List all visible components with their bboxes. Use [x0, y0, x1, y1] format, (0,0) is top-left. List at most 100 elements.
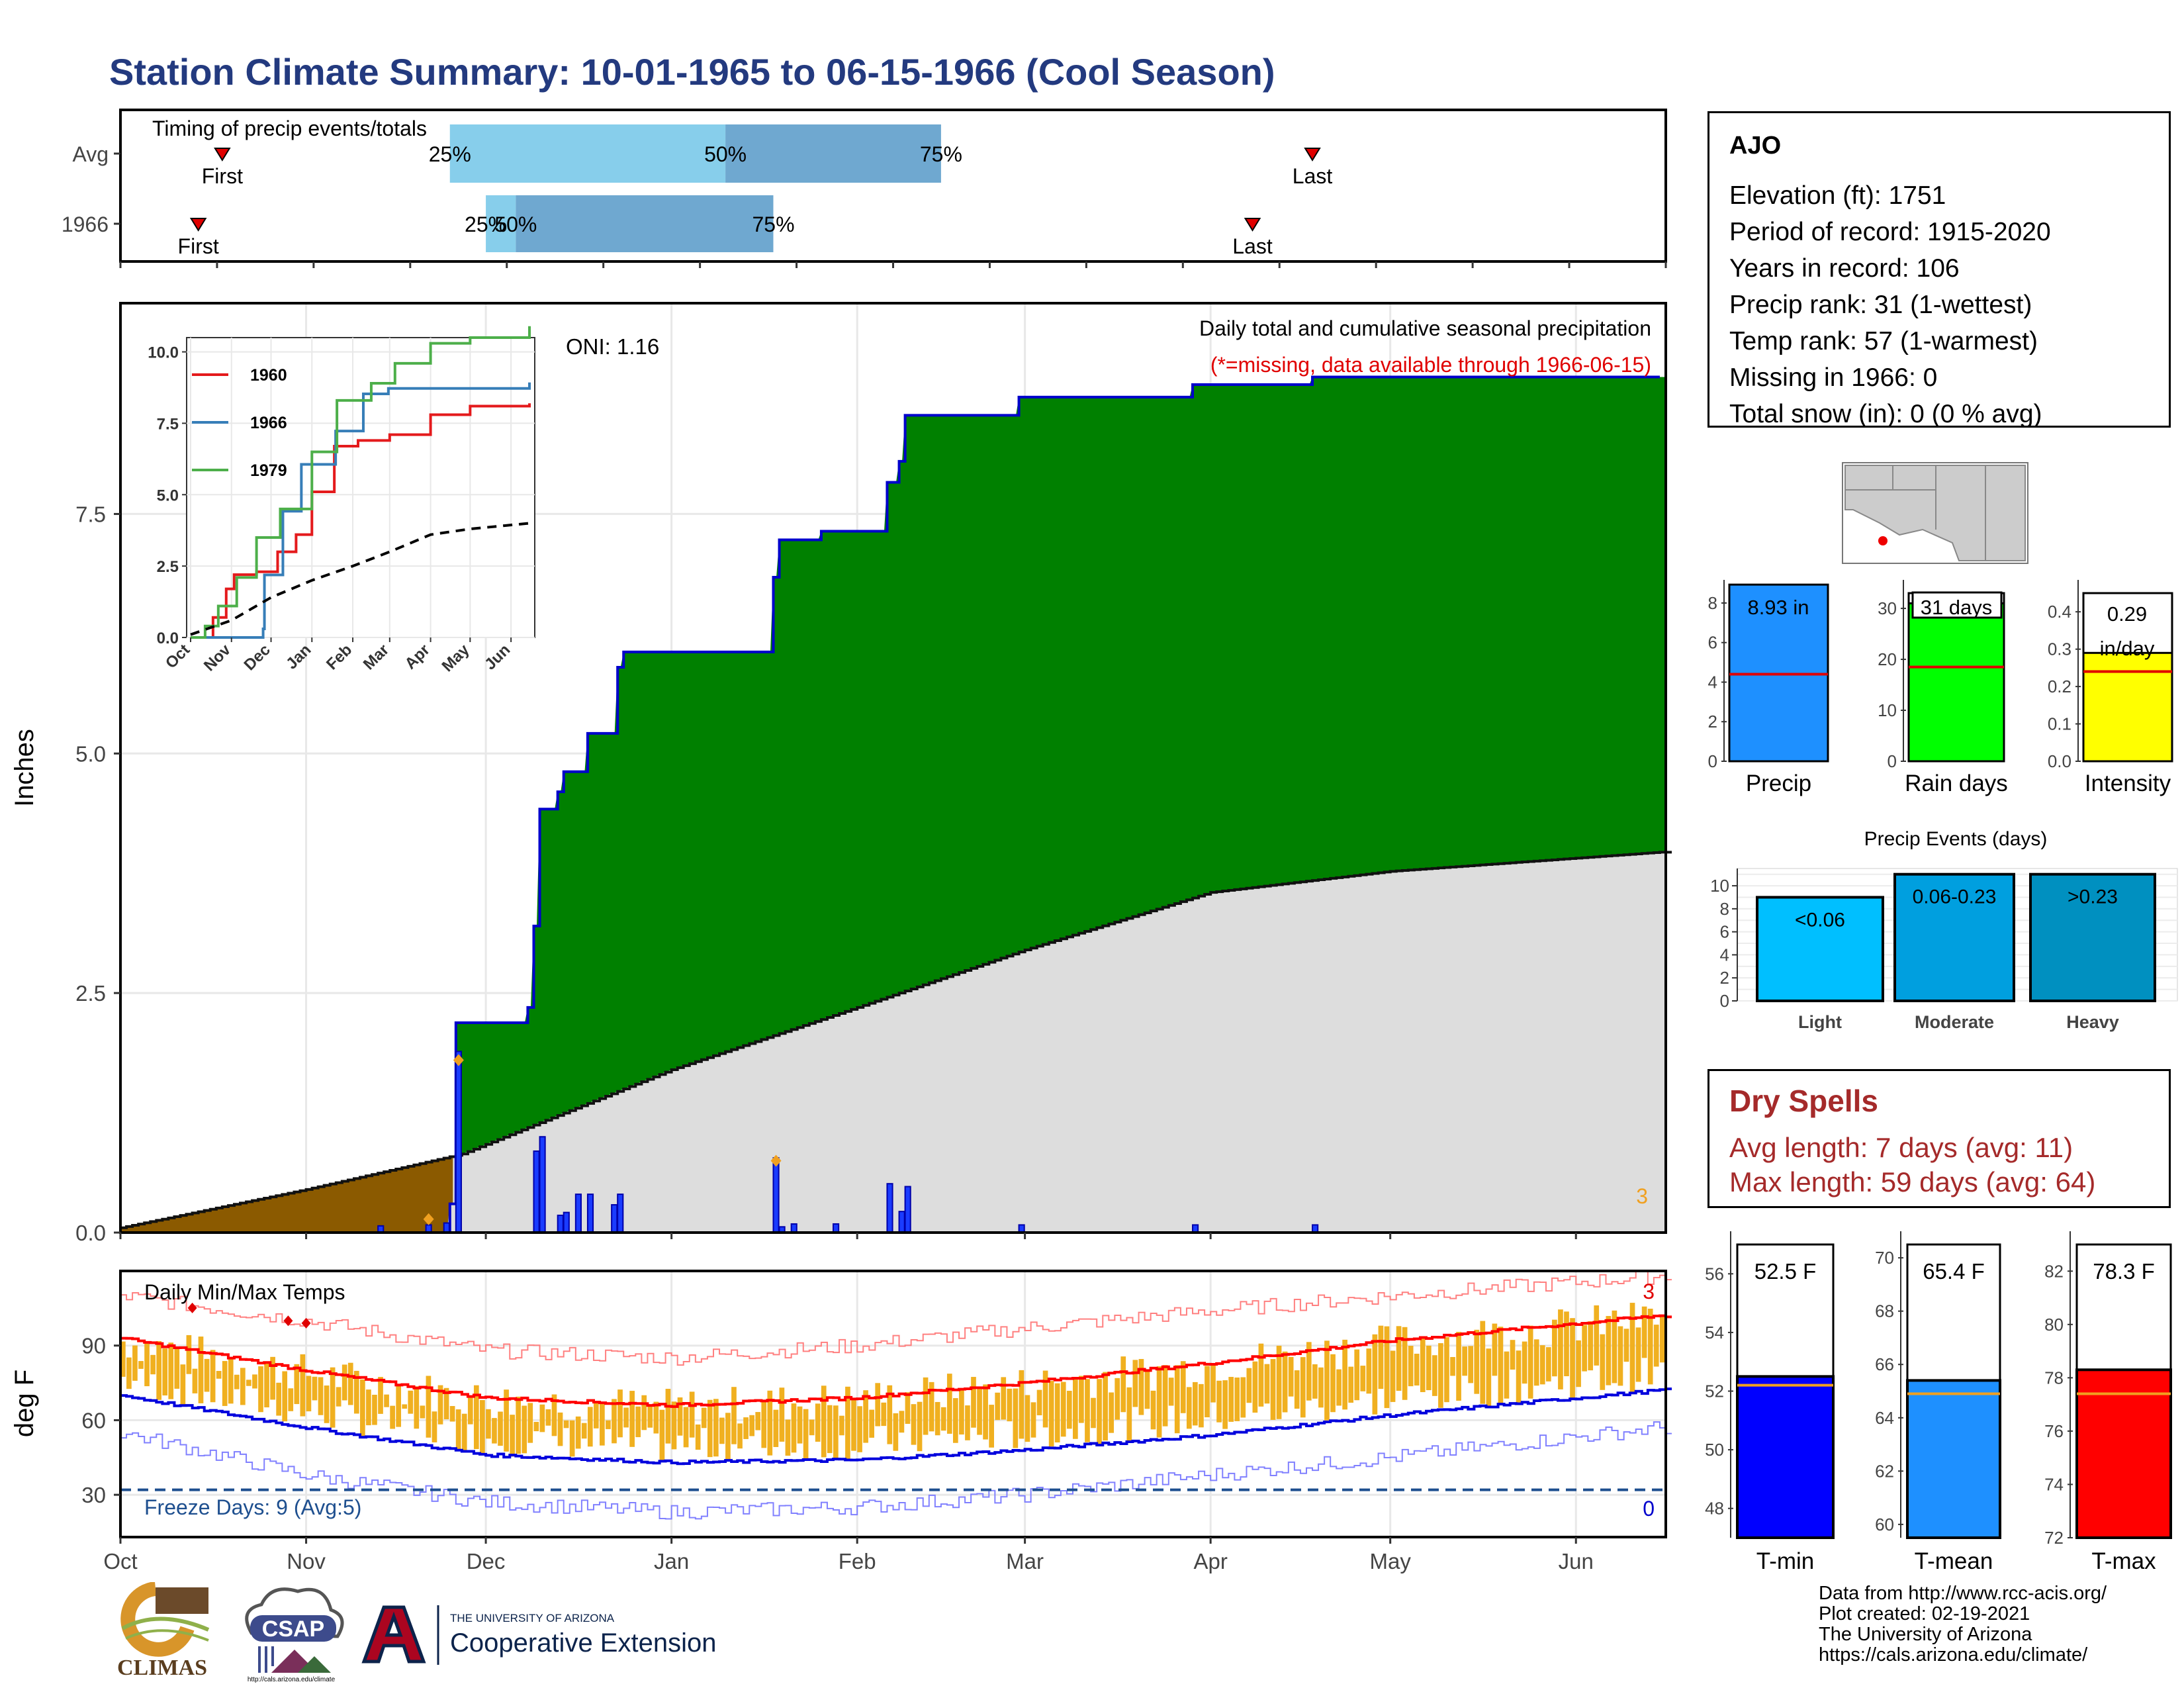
- daily-temp-bar: [1258, 1343, 1264, 1407]
- daily-temp-bar: [486, 1409, 491, 1439]
- daily-temp-bar: [318, 1377, 324, 1415]
- credit-line: The University of Arizona: [1819, 1624, 2032, 1645]
- temp-summary-y-tick-label: 80: [2044, 1315, 2064, 1335]
- inset-y-tick-label: 5.0: [157, 487, 179, 504]
- record-daily-marker: [453, 1054, 464, 1066]
- timing-box-lower: [486, 195, 516, 252]
- daily-temp-bar: [264, 1362, 269, 1408]
- daily-temp-bar: [1372, 1334, 1378, 1415]
- daily-temp-bar: [408, 1390, 414, 1414]
- daily-temp-bar: [893, 1413, 899, 1451]
- daily-temp-bar: [1348, 1366, 1354, 1403]
- daily-temp-bar: [306, 1376, 312, 1412]
- daily-temp-bar: [1234, 1377, 1240, 1421]
- daily-temp-bar: [1462, 1346, 1467, 1376]
- summary-y-tick-label: 30: [1878, 598, 1897, 618]
- temp-summary-y-tick-label: 52: [1705, 1382, 1724, 1401]
- precip-y-tick-label: 7.5: [75, 502, 106, 526]
- precip-panel-subtitle: (*=missing, data available through 1966-…: [1210, 353, 1651, 377]
- daily-temp-bar: [1318, 1367, 1324, 1408]
- record-high-marker: [187, 1302, 197, 1313]
- summary-y-tick-label: 0.3: [2048, 639, 2071, 659]
- daily-temp-bar: [510, 1415, 515, 1457]
- daily-temp-bar: [1042, 1370, 1048, 1428]
- daily-temp-bar: [701, 1407, 707, 1429]
- daily-temp-bar: [1019, 1370, 1024, 1439]
- daily-temp-bar: [1240, 1377, 1246, 1418]
- timing-row-label: Avg: [72, 142, 109, 166]
- daily-temp-bar: [1606, 1316, 1612, 1385]
- timing-first-marker: [189, 218, 207, 232]
- timing-panel-label: Timing of precip events/totals: [152, 117, 427, 140]
- daily-temp-bar: [1600, 1334, 1606, 1390]
- daily-temp-bar: [1504, 1351, 1510, 1399]
- daily-temp-bar: [126, 1357, 132, 1389]
- daily-precip-bar: [611, 1204, 618, 1234]
- daily-temp-bar: [905, 1392, 911, 1424]
- temp-summary-y-tick-label: 64: [1875, 1408, 1894, 1428]
- daily-temp-bar: [659, 1409, 665, 1460]
- daily-temp-bar: [1138, 1358, 1144, 1415]
- events-y-tick-label: 8: [1720, 899, 1729, 919]
- daily-temp-bar: [989, 1405, 994, 1448]
- daily-temp-bar: [378, 1377, 383, 1414]
- daily-temp-bar: [228, 1358, 234, 1404]
- temp-summary-y-tick-label: 72: [2044, 1528, 2064, 1548]
- daily-temp-bar: [1533, 1339, 1539, 1386]
- daily-temp-bar: [1594, 1305, 1600, 1366]
- temp-summary-y-tick-label: 82: [2044, 1261, 2064, 1281]
- inset-y-tick-label: 2.5: [157, 558, 179, 576]
- daily-temp-bar: [168, 1342, 174, 1399]
- daily-precip-bar: [533, 1150, 540, 1234]
- daily-temp-bar: [1378, 1325, 1384, 1389]
- daily-temp-bar: [953, 1398, 958, 1443]
- daily-precip-bar: [539, 1136, 546, 1233]
- daily-temp-bar: [869, 1409, 874, 1438]
- daily-temp-bar: [1324, 1340, 1330, 1421]
- event-bar-label: Moderate: [1915, 1012, 1994, 1032]
- daily-temp-bar: [1120, 1356, 1126, 1413]
- daily-temp-bar: [863, 1390, 868, 1443]
- daily-temp-bar: [725, 1413, 731, 1462]
- daily-temp-bar: [809, 1419, 815, 1436]
- station-elevation: Elevation (ft): 1751: [1729, 181, 1946, 210]
- daily-temp-bar: [731, 1387, 737, 1444]
- daily-temp-bar: [330, 1367, 336, 1428]
- daily-temp-bar: [606, 1420, 611, 1429]
- daily-precip-bar: [617, 1194, 624, 1234]
- daily-temp-bar: [1450, 1357, 1455, 1376]
- daily-precip-bar: [574, 1194, 582, 1234]
- temp-summary-y-tick-label: 70: [1875, 1248, 1894, 1268]
- summary-bar-label: Precip: [1746, 771, 1811, 796]
- temp-summary-y-tick-label: 66: [1875, 1354, 1894, 1374]
- daily-temp-bar: [1384, 1326, 1390, 1409]
- daily-precip-bar: [455, 1051, 462, 1234]
- daily-temp-bar: [138, 1361, 144, 1369]
- normal-high-line: [120, 1314, 1672, 1408]
- events-y-tick-label: 6: [1720, 922, 1729, 942]
- timing-first-label: First: [202, 164, 243, 188]
- daily-temp-bar: [366, 1389, 371, 1426]
- daily-temp-bar: [965, 1405, 970, 1440]
- events-y-tick-label: 4: [1720, 945, 1729, 964]
- month-tick-label: Mar: [1006, 1549, 1044, 1573]
- event-bar: [2029, 872, 2156, 1003]
- daily-temp-bar: [1480, 1321, 1486, 1404]
- normal-low-line: [120, 1387, 1672, 1466]
- inset-legend-label: 1966: [250, 414, 287, 432]
- inset-legend-label: 1960: [250, 366, 287, 385]
- daily-temp-bar: [516, 1396, 522, 1454]
- climas-logo-text: CLIMAS: [117, 1656, 207, 1680]
- timing-first-label: First: [178, 234, 219, 258]
- timing-p25-label: 25%: [465, 212, 507, 236]
- surplus-area: [455, 377, 1666, 1156]
- ua-small-text: THE UNIVERSITY OF ARIZONA: [450, 1612, 615, 1624]
- credits: Data from http://www.rcc-acis.org/ Plot …: [1819, 1583, 2107, 1665]
- daily-temp-bar: [677, 1397, 683, 1436]
- daily-temp-bar: [821, 1385, 827, 1458]
- daily-temp-bar: [1097, 1379, 1102, 1444]
- daily-temp-bar: [1246, 1368, 1252, 1403]
- daily-temp-bar: [1486, 1348, 1492, 1407]
- daily-temp-bar: [527, 1403, 533, 1443]
- daily-temp-bar: [1629, 1303, 1635, 1393]
